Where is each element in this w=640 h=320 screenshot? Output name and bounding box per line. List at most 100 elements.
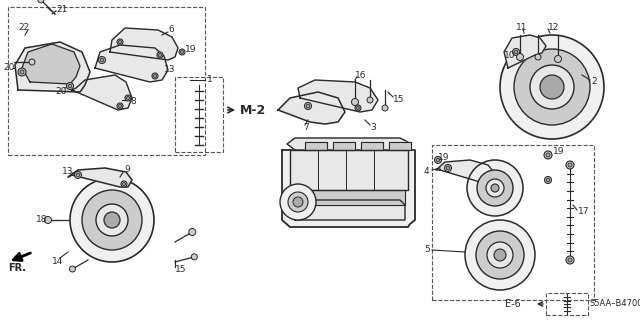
Circle shape	[477, 170, 513, 206]
Circle shape	[118, 105, 122, 108]
Circle shape	[367, 97, 373, 103]
Circle shape	[74, 172, 81, 179]
Circle shape	[38, 0, 44, 3]
Circle shape	[18, 68, 26, 76]
Bar	[175, 77, 223, 152]
Polygon shape	[389, 142, 411, 150]
Polygon shape	[290, 150, 408, 190]
Circle shape	[445, 164, 451, 172]
Circle shape	[307, 104, 310, 108]
Circle shape	[189, 228, 196, 236]
Bar	[546, 293, 588, 315]
Circle shape	[20, 70, 24, 74]
Circle shape	[566, 256, 574, 264]
Circle shape	[554, 55, 561, 62]
Circle shape	[494, 249, 506, 261]
Circle shape	[99, 57, 106, 63]
Text: 11: 11	[516, 23, 527, 33]
Circle shape	[157, 52, 163, 58]
Circle shape	[159, 53, 161, 57]
Circle shape	[356, 107, 360, 109]
Bar	[432, 145, 594, 300]
Circle shape	[446, 166, 450, 170]
Circle shape	[545, 177, 552, 183]
Text: 2: 2	[591, 77, 596, 86]
Circle shape	[382, 105, 388, 111]
Circle shape	[566, 161, 574, 169]
Circle shape	[491, 184, 499, 192]
Circle shape	[104, 212, 120, 228]
Circle shape	[45, 217, 51, 223]
Circle shape	[305, 102, 312, 109]
Circle shape	[513, 49, 520, 55]
Text: 3: 3	[370, 123, 376, 132]
Text: 20: 20	[3, 63, 14, 73]
Polygon shape	[333, 142, 355, 150]
Text: 18: 18	[36, 215, 47, 225]
Circle shape	[568, 258, 572, 262]
Text: 15: 15	[393, 95, 404, 105]
Text: 15: 15	[175, 266, 186, 275]
Text: 10: 10	[504, 52, 515, 60]
Polygon shape	[282, 150, 415, 227]
Circle shape	[288, 192, 308, 212]
Circle shape	[487, 242, 513, 268]
Text: 21: 21	[56, 4, 67, 13]
Polygon shape	[436, 160, 496, 182]
Text: 17: 17	[578, 207, 589, 217]
Circle shape	[486, 179, 504, 197]
Circle shape	[191, 254, 197, 260]
Circle shape	[68, 84, 72, 88]
Text: 22: 22	[18, 22, 29, 31]
Circle shape	[547, 178, 550, 182]
Text: E-6: E-6	[505, 299, 521, 309]
Text: FR.: FR.	[8, 263, 26, 273]
Polygon shape	[295, 190, 405, 205]
Text: 9: 9	[124, 165, 130, 174]
Circle shape	[117, 103, 123, 109]
Circle shape	[530, 65, 574, 109]
Text: 6: 6	[168, 26, 173, 35]
Text: S5AA–B4700: S5AA–B4700	[590, 300, 640, 308]
Circle shape	[540, 75, 564, 99]
Circle shape	[154, 75, 157, 77]
Circle shape	[544, 151, 552, 159]
Polygon shape	[298, 80, 378, 112]
Polygon shape	[290, 200, 405, 220]
Circle shape	[355, 105, 361, 111]
Polygon shape	[110, 28, 178, 60]
Circle shape	[122, 182, 125, 186]
Text: 19: 19	[185, 45, 196, 54]
Circle shape	[70, 178, 154, 262]
Text: 7: 7	[303, 123, 308, 132]
Polygon shape	[68, 168, 132, 187]
Text: 19: 19	[553, 148, 564, 156]
Polygon shape	[361, 142, 383, 150]
Text: 8: 8	[130, 98, 136, 107]
Circle shape	[82, 190, 142, 250]
Circle shape	[546, 153, 550, 157]
Polygon shape	[305, 142, 327, 150]
Circle shape	[29, 59, 35, 65]
Circle shape	[125, 95, 131, 101]
Bar	[8, 7, 205, 155]
Text: 13: 13	[164, 66, 175, 75]
Circle shape	[179, 49, 185, 55]
Circle shape	[96, 204, 128, 236]
Circle shape	[180, 51, 184, 53]
Circle shape	[76, 173, 80, 177]
Text: 4: 4	[424, 167, 429, 177]
Circle shape	[152, 73, 158, 79]
Circle shape	[516, 53, 524, 60]
Text: 14: 14	[52, 258, 63, 267]
Polygon shape	[95, 45, 168, 82]
Polygon shape	[22, 44, 80, 84]
Polygon shape	[504, 35, 546, 68]
Circle shape	[476, 231, 524, 279]
Circle shape	[67, 83, 74, 90]
Circle shape	[127, 97, 129, 100]
Polygon shape	[15, 42, 90, 92]
Circle shape	[435, 156, 442, 164]
Circle shape	[69, 266, 76, 272]
Polygon shape	[287, 138, 408, 150]
